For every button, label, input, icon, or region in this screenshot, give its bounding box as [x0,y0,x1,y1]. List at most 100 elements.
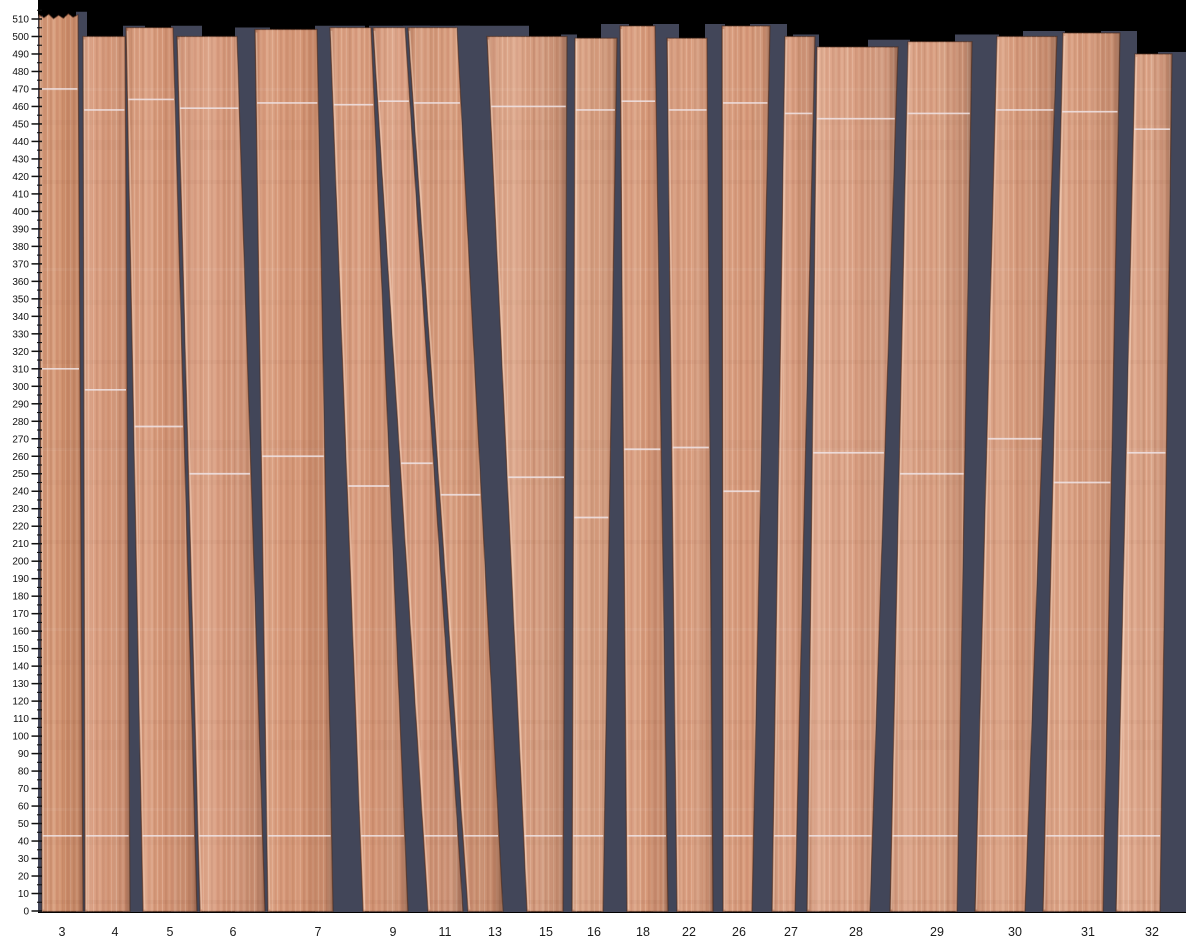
x-label-22: 22 [682,925,696,939]
board-shading [722,26,770,912]
x-label-16: 16 [587,925,601,939]
x-label-28: 28 [849,925,863,939]
x-axis-labels: 3 4 5 6 7 9 11 13 15 16 18 22 26 27 28 29 30 31 32 [59,925,1159,939]
x-label-30: 30 [1008,925,1022,939]
board-shading [572,38,617,912]
board-shading [667,38,713,912]
y-tick-label: 470 [12,84,29,95]
board-edge-highlight [772,39,788,910]
y-tick-label: 240 [12,487,29,498]
board-shading [620,26,668,912]
y-tick-label: 490 [12,49,29,60]
x-label-3: 3 [59,925,66,939]
y-tick-label: 420 [12,172,29,183]
y-tick-label: 110 [13,714,29,725]
y-tick-label: 390 [12,224,29,235]
board-16[interactable] [571,37,618,913]
y-tick-label: 140 [12,662,29,673]
board-edge-highlight [620,28,630,910]
y-tick-label: 430 [12,154,29,165]
x-label-29: 29 [930,925,944,939]
y-tick-label: 330 [12,329,29,340]
y-tick-label: 230 [12,504,29,515]
board-9[interactable] [329,27,409,913]
y-tick-label: 410 [12,189,29,200]
y-tick-label: 60 [18,802,30,813]
board-30[interactable] [974,35,1058,913]
y-tick-label: 180 [12,592,29,603]
board-shading [126,27,197,912]
y-tick-label: 250 [12,469,29,480]
board-edge-highlight [39,16,45,910]
board-13[interactable] [407,27,504,913]
x-label-26: 26 [732,925,746,939]
board-edge-highlight [408,30,471,910]
x-axis-strip [0,913,1186,950]
board-edge-highlight [975,39,1000,910]
y-tick-label: 0 [23,907,29,918]
board-edge-highlight [487,39,530,910]
x-label-5: 5 [167,925,174,939]
board-shading [890,41,972,912]
board-edge-highlight [1043,35,1066,910]
y-tick-label: 120 [12,697,29,708]
board-32[interactable] [1115,53,1173,913]
board-shading [373,27,463,912]
board-edge-highlight [83,39,88,910]
x-label-13: 13 [488,925,502,939]
y-tick-label: 300 [12,382,29,393]
y-tick-label: 340 [12,312,29,323]
backdrop-gap [76,11,87,913]
board-shading [1116,54,1172,912]
y-tick-label: 370 [12,259,29,270]
y-tick-label: 40 [18,837,30,848]
board-shading [255,29,333,912]
board-26[interactable] [721,25,771,913]
board-edge-highlight [330,30,366,910]
board-edge-highlight [667,41,680,910]
board-18[interactable] [619,25,669,913]
board-shading [330,27,408,912]
boards-layer [38,13,1173,913]
y-tick-label: 90 [18,749,30,760]
board-7[interactable] [254,28,334,913]
y-tick-label: 480 [12,67,29,78]
board-edge-highlight [890,44,911,910]
y-axis: 0 10 20 30 40 50 60 70 80 90 100 110 120 130 140 150 160… [12,9,42,918]
x-label-4: 4 [112,925,119,939]
y-tick-label: 170 [12,609,29,620]
y-tick-label: 30 [18,854,30,865]
y-tick-label: 20 [18,872,30,883]
board-22[interactable] [666,37,714,913]
board-28[interactable] [806,46,899,913]
y-tick-label: 310 [12,364,29,375]
x-label-15: 15 [539,925,553,939]
y-tick-label: 500 [12,32,29,43]
board-11[interactable] [372,27,464,913]
board-27[interactable] [771,35,816,913]
board-shading [772,36,815,912]
board-4[interactable] [82,35,131,913]
board-6[interactable] [176,35,266,913]
y-tick-label: 220 [12,522,29,533]
y-tick-label: 50 [18,819,30,830]
board-shading [39,13,83,912]
y-tick-label: 510 [12,15,29,26]
board-5[interactable] [125,27,198,913]
board-29[interactable] [889,41,973,913]
x-label-32: 32 [1145,925,1159,939]
y-tick-label: 200 [12,557,29,568]
board-edge-highlight [1116,56,1138,910]
board-edge-highlight [722,28,726,910]
y-tick-label: 260 [12,452,29,463]
board-31[interactable] [1042,32,1121,913]
y-tick-label: 190 [12,574,29,585]
board-shading [83,36,130,912]
y-tick-label: 290 [12,399,29,410]
board-15[interactable] [486,35,568,913]
y-tick-label: 360 [12,277,29,288]
board-3[interactable] [38,13,84,913]
y-tick-label: 80 [18,767,30,778]
